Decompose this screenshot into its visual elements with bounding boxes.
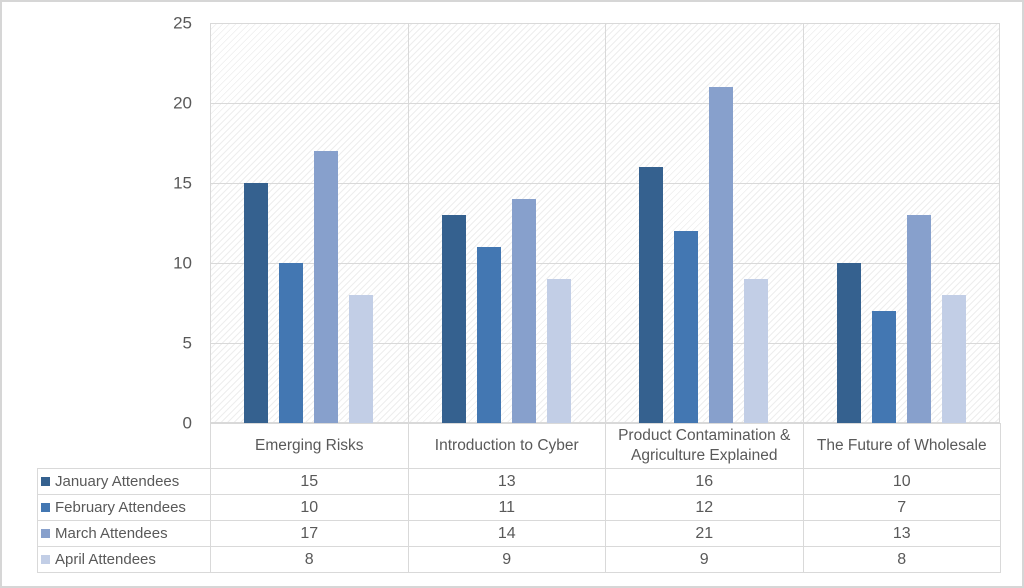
table-row: April Attendees 8 9 9 8 (37, 546, 1001, 573)
category-header-cell: Introduction to Cyber (407, 423, 606, 469)
legend-swatch (41, 477, 50, 486)
value-cell: 9 (407, 546, 606, 573)
category-header-cell: The Future of Wholesale (802, 423, 1001, 469)
bar-groups (210, 23, 1000, 423)
bar (511, 199, 536, 423)
series-name: January Attendees (55, 473, 180, 490)
table-row: March Attendees 17 14 21 13 (37, 520, 1001, 547)
value-cell: 10 (210, 494, 409, 521)
bar (941, 295, 966, 423)
bar (744, 279, 769, 423)
value-cell: 9 (605, 546, 804, 573)
bar-group (605, 23, 803, 423)
series-label: April Attendees (38, 551, 210, 568)
series-name: March Attendees (55, 525, 168, 542)
y-axis-label: 5 (182, 333, 192, 353)
category-header-cell: Emerging Risks (210, 423, 409, 469)
bar (709, 87, 734, 423)
value-cell: 11 (407, 494, 606, 521)
y-axis-label: 15 (173, 173, 192, 193)
gridline-vertical (802, 23, 804, 423)
bar (674, 231, 699, 423)
value-cell: 14 (407, 520, 606, 547)
value-cell: 7 (802, 494, 1001, 521)
bar (476, 247, 501, 423)
bar-group (210, 23, 408, 423)
gridline-vertical (210, 23, 211, 423)
table-corner-cell (38, 424, 211, 469)
y-axis: 0 5 10 15 20 25 (2, 15, 192, 432)
series-label: March Attendees (38, 525, 210, 542)
gridline-vertical (407, 23, 409, 423)
bar (244, 183, 269, 423)
plot-area (210, 23, 1000, 423)
bar (279, 263, 304, 423)
value-cell: 21 (605, 520, 804, 547)
data-table: Emerging Risks Introduction to Cyber Produ… (37, 423, 1001, 573)
series-label-cell: January Attendees (37, 468, 211, 495)
y-axis-label: 10 (173, 253, 192, 273)
bar (906, 215, 931, 423)
y-axis-label: 20 (173, 93, 192, 113)
series-label: February Attendees (38, 499, 210, 516)
bar-group (803, 23, 1001, 423)
bar-group (408, 23, 606, 423)
bar (349, 295, 374, 423)
value-cell: 8 (802, 546, 1001, 573)
bar (639, 167, 664, 423)
gridline-vertical (605, 23, 606, 423)
bar (836, 263, 861, 423)
table-row: January Attendees 15 13 16 10 (37, 468, 1001, 495)
table-header-row: Emerging Risks Introduction to Cyber Produ… (38, 423, 1001, 469)
value-cell: 15 (210, 468, 409, 495)
legend-swatch (41, 529, 50, 538)
value-cell: 17 (210, 520, 409, 547)
bar (314, 151, 339, 423)
series-label-cell: April Attendees (37, 546, 211, 573)
series-label-cell: February Attendees (37, 494, 211, 521)
series-name: February Attendees (55, 499, 186, 516)
gridline-vertical (999, 23, 1000, 423)
value-cell: 13 (802, 520, 1001, 547)
bar (546, 279, 571, 423)
legend-swatch (41, 555, 50, 564)
value-cell: 13 (407, 468, 606, 495)
series-label-cell: March Attendees (37, 520, 211, 547)
value-cell: 16 (605, 468, 804, 495)
bar (441, 215, 466, 423)
series-label: January Attendees (38, 473, 210, 490)
value-cell: 12 (605, 494, 804, 521)
y-axis-label: 25 (173, 13, 192, 33)
value-cell: 8 (210, 546, 409, 573)
y-axis-label: 0 (182, 413, 192, 433)
value-cell: 10 (802, 468, 1001, 495)
series-name: April Attendees (55, 551, 156, 568)
bar (871, 311, 896, 423)
table-row: February Attendees 10 11 12 7 (37, 494, 1001, 521)
legend-swatch (41, 503, 50, 512)
category-header-cell: Product Contamination & Agriculture Expl… (605, 423, 804, 469)
